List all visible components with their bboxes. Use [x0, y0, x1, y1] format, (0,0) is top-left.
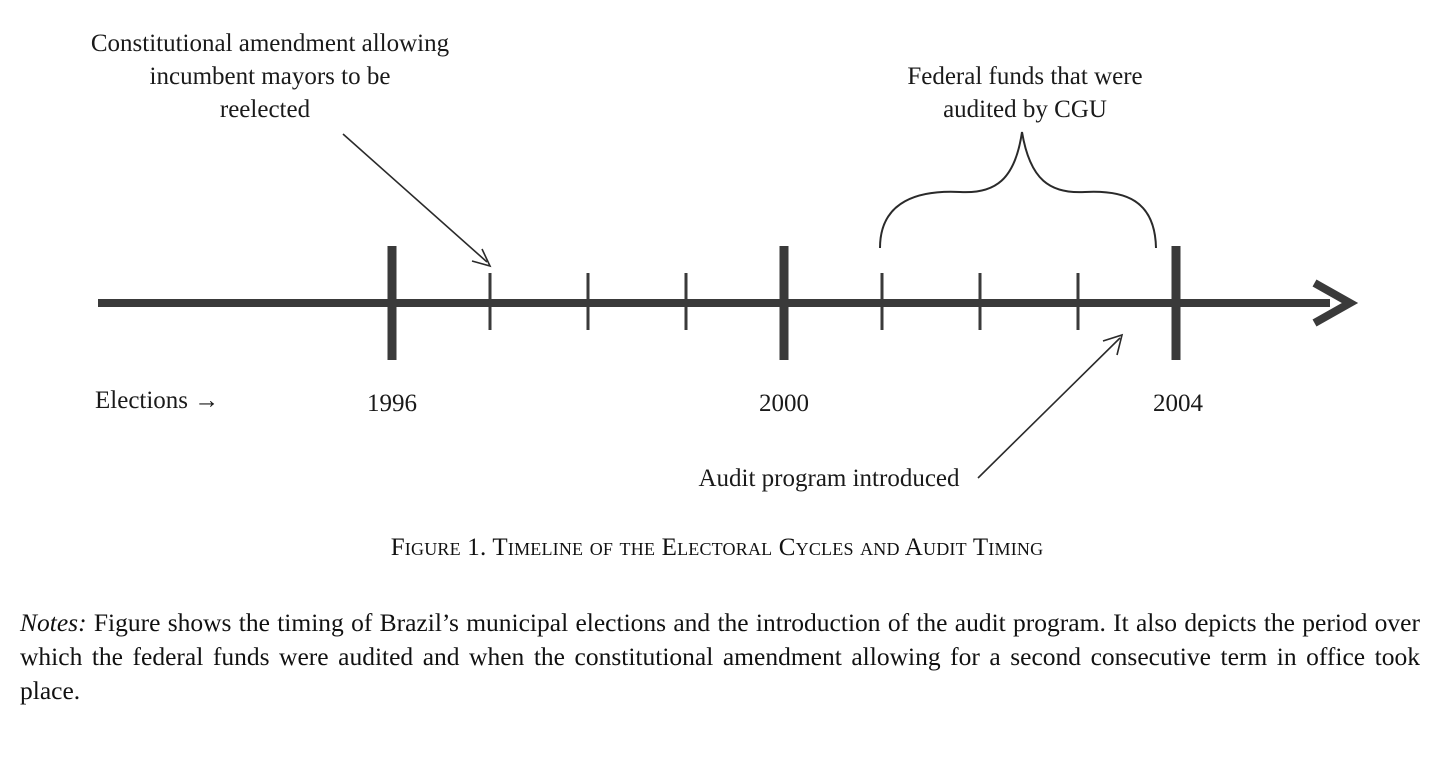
year-label-1996: 1996 [367, 390, 417, 417]
elections-label: Elections → [95, 387, 219, 414]
timeline-figure: Constitutional amendment allowing incumb… [91, 30, 1359, 492]
amendment-arrowhead [471, 248, 492, 268]
figure-notes: Notes: Figure shows the timing of Brazil… [20, 606, 1420, 708]
year-label-2000: 2000 [759, 390, 809, 417]
audit-program-arrow [977, 337, 1121, 479]
audited-funds-label-line-1: Federal funds that were [907, 63, 1142, 90]
notes-text: Figure shows the timing of Brazil’s muni… [20, 608, 1420, 705]
amendment-label-line-1: Constitutional amendment allowing [91, 30, 450, 57]
figure-caption: Figure 1. Timeline of the Electoral Cycl… [390, 534, 1044, 561]
timeline-arrowhead [1312, 279, 1359, 327]
audit-program-label: Audit program introduced [698, 465, 960, 492]
audited-funds-label-line-2: audited by CGU [943, 96, 1107, 123]
amendment-label-line-2: incumbent mayors to be [150, 63, 391, 90]
audited-period-brace [879, 131, 1157, 249]
year-label-2004: 2004 [1153, 390, 1204, 417]
notes-label: Notes: [20, 608, 87, 637]
audit-program-arrowhead [1102, 333, 1124, 356]
amendment-label-line-3: reelected [220, 96, 311, 123]
amendment-arrow [342, 133, 488, 263]
